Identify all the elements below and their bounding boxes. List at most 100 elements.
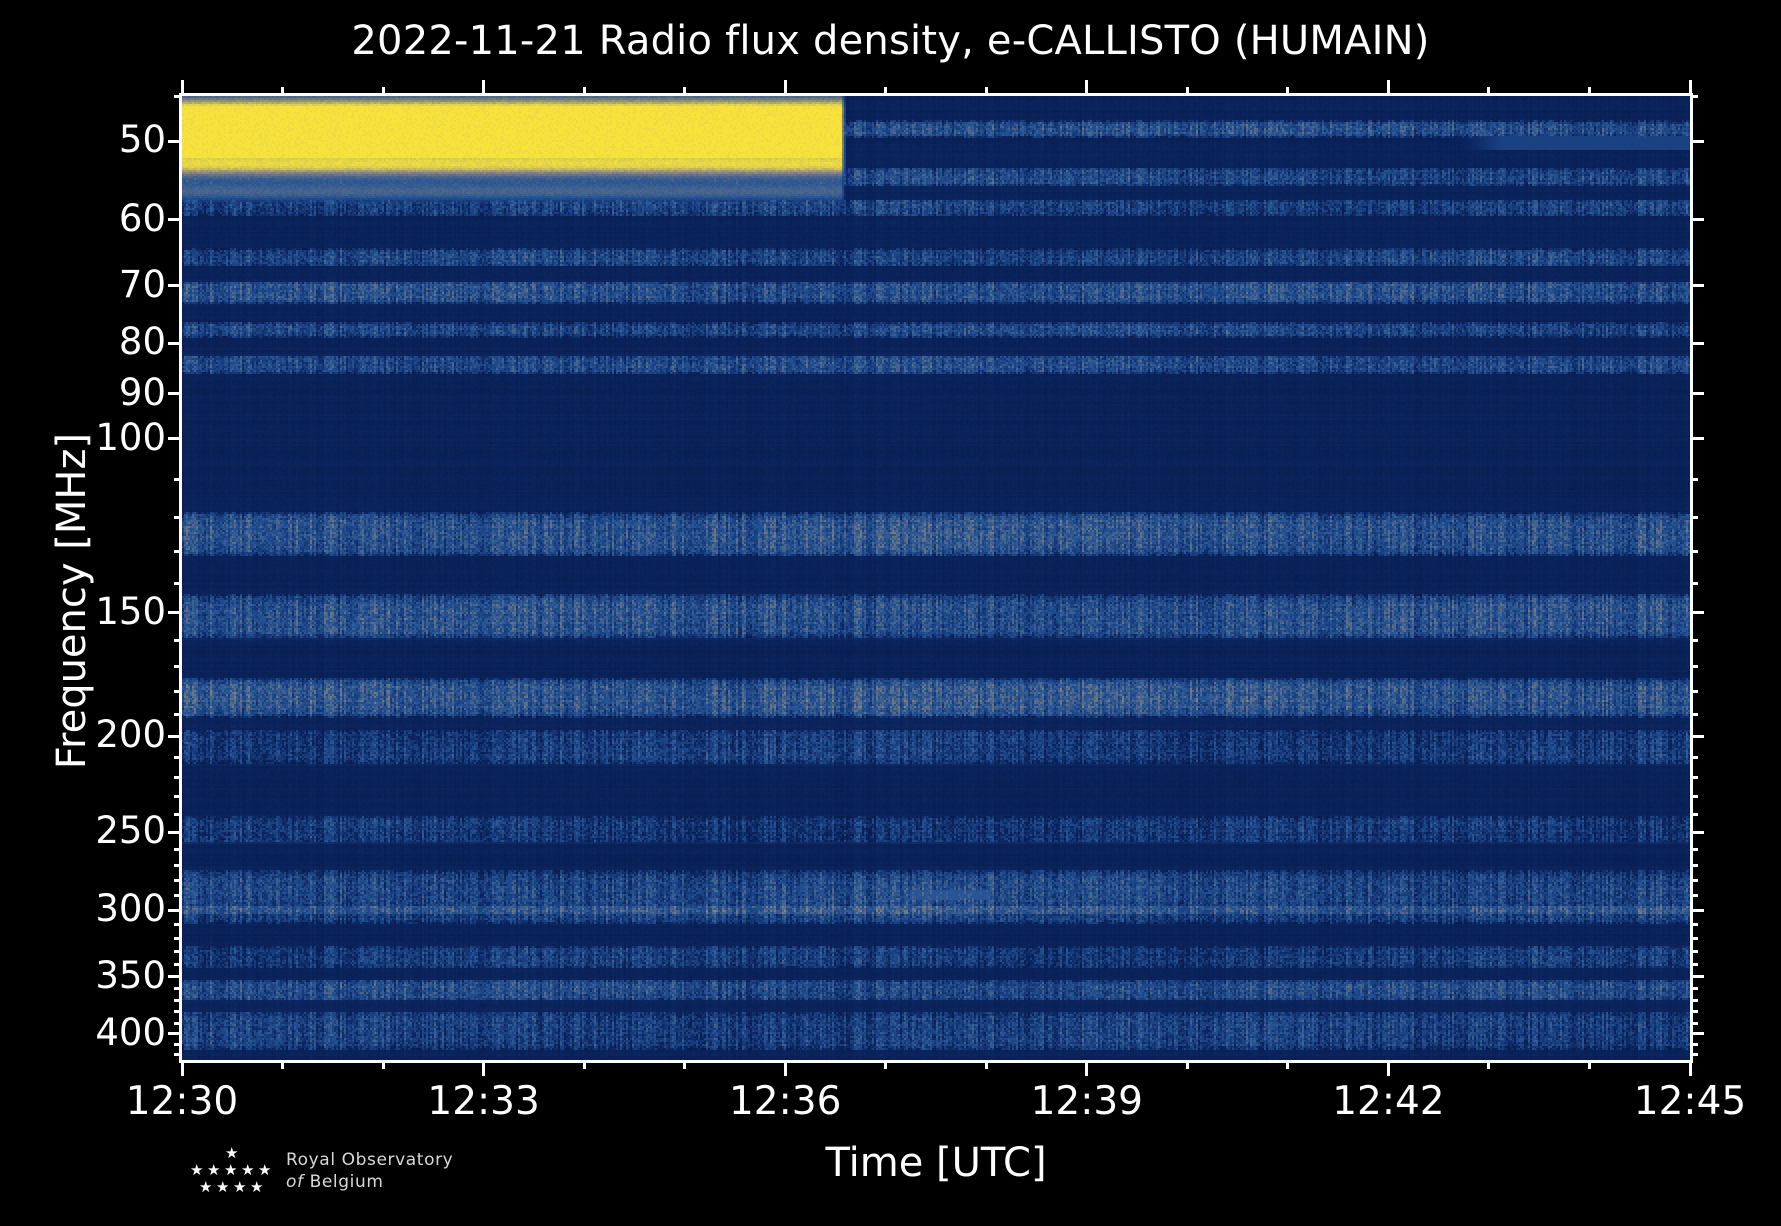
y-tick-minor xyxy=(174,689,182,693)
y-tick-minor-right xyxy=(1690,1053,1698,1057)
y-tick-minor xyxy=(174,515,182,519)
star-icon: ★ xyxy=(224,1161,238,1179)
star-icon: ★ xyxy=(233,1178,247,1196)
y-tick-minor xyxy=(174,1053,182,1057)
logo-of-word: of xyxy=(286,1172,304,1192)
logo-line-2: of Belgium xyxy=(286,1172,453,1194)
x-tick-minor-top xyxy=(683,87,687,96)
y-tick-minor xyxy=(174,794,182,798)
y-tick-minor-right xyxy=(1690,549,1698,553)
y-tick-minor-right xyxy=(1690,581,1698,585)
y-tick-major-right xyxy=(1690,437,1704,441)
y-tick-major-right xyxy=(1690,611,1704,615)
page-title: 2022-11-21 Radio flux density, e-CALLIST… xyxy=(351,18,1430,64)
stars-icon: ★ ★ ★ ★ ★ ★ ★ ★ ★ ★ xyxy=(180,1146,272,1198)
y-tick-minor xyxy=(174,894,182,898)
x-tick-major-top xyxy=(1085,80,1089,96)
y-tick-major-right xyxy=(1690,908,1704,912)
x-tick-label: 12:30 xyxy=(125,1079,239,1124)
y-tick-minor-right xyxy=(1690,1043,1698,1047)
y-tick-major xyxy=(168,218,182,221)
y-tick-major xyxy=(168,284,182,288)
y-tick-minor-right xyxy=(1690,1021,1698,1025)
x-tick-major-top xyxy=(180,80,184,96)
y-tick-major-right xyxy=(1690,975,1704,979)
x-tick-major-top xyxy=(1386,80,1390,96)
y-tick-minor-right xyxy=(1690,689,1698,693)
y-tick-minor-right xyxy=(1690,478,1698,482)
y-tick-label: 150 xyxy=(95,589,166,633)
y-tick-minor xyxy=(174,962,182,966)
star-icon: ★ xyxy=(241,1161,255,1179)
x-tick-minor xyxy=(1487,1060,1491,1069)
y-tick-minor-right xyxy=(1690,813,1698,817)
star-icon: ★ xyxy=(258,1161,272,1179)
star-icon: ★ xyxy=(225,1144,239,1162)
x-tick-minor xyxy=(683,1060,687,1069)
y-tick-major-right xyxy=(1690,341,1704,345)
y-tick-minor xyxy=(174,712,182,716)
x-tick-major xyxy=(482,1060,486,1076)
star-icon: ★ xyxy=(250,1178,264,1196)
y-tick-label: 90 xyxy=(118,370,166,414)
x-tick-label: 12:45 xyxy=(1633,1079,1747,1124)
x-tick-minor-top xyxy=(1286,87,1290,96)
logo-line-1: Royal Observatory xyxy=(286,1150,454,1171)
axis-spine-bottom xyxy=(179,1060,1693,1063)
y-tick-minor-right xyxy=(1690,712,1698,716)
y-tick-minor xyxy=(174,936,182,940)
y-tick-major xyxy=(168,975,182,979)
y-tick-major xyxy=(168,341,182,345)
x-tick-minor xyxy=(984,1060,988,1069)
x-tick-minor-top xyxy=(884,87,888,96)
x-tick-minor xyxy=(884,1060,888,1069)
y-tick-label: 100 xyxy=(95,415,166,459)
y-tick-major-right xyxy=(1690,392,1704,396)
y-tick-label: 250 xyxy=(95,809,166,853)
y-tick-major-right xyxy=(1690,1032,1704,1036)
y-tick-minor-right xyxy=(1690,923,1698,927)
x-tick-major xyxy=(1688,1060,1692,1076)
x-tick-major xyxy=(1085,1060,1089,1076)
logo-text: Royal Observatory of Belgium xyxy=(286,1150,453,1194)
logo-belgium-word: Belgium xyxy=(309,1172,384,1192)
y-tick-minor xyxy=(174,813,182,817)
axis-spine-right xyxy=(1690,96,1693,1063)
y-tick-minor-right xyxy=(1690,515,1698,519)
x-tick-label: 12:33 xyxy=(427,1079,540,1124)
y-tick-major xyxy=(168,437,182,441)
y-tick-major xyxy=(168,139,182,143)
y-axis-label: Frequency [MHz] xyxy=(49,432,95,770)
y-tick-minor xyxy=(174,879,182,883)
x-tick-minor xyxy=(582,1060,586,1069)
y-tick-minor xyxy=(174,949,182,953)
y-tick-minor xyxy=(174,863,182,867)
y-tick-minor-right xyxy=(1690,987,1698,991)
x-tick-minor xyxy=(1185,1060,1189,1069)
x-tick-minor xyxy=(1587,1060,1591,1069)
y-tick-major xyxy=(168,1032,182,1036)
y-tick-major-right xyxy=(1690,284,1704,288)
x-tick-major xyxy=(783,1060,787,1076)
y-tick-label: 70 xyxy=(118,262,166,306)
y-tick-major-right xyxy=(1690,139,1704,143)
y-tick-minor-right xyxy=(1690,962,1698,966)
y-tick-minor-right xyxy=(1690,847,1698,851)
royal-observatory-logo: ★ ★ ★ ★ ★ ★ ★ ★ ★ ★ Royal Observatory of Belgium xyxy=(180,1146,453,1198)
x-tick-minor-top xyxy=(1185,87,1189,96)
y-tick-minor xyxy=(174,847,182,851)
y-tick-major xyxy=(168,830,182,834)
y-tick-minor-right xyxy=(1690,949,1698,953)
y-tick-minor xyxy=(174,775,182,779)
y-tick-minor xyxy=(174,549,182,553)
y-tick-minor-right xyxy=(1690,794,1698,798)
x-tick-label: 12:39 xyxy=(1030,1079,1143,1124)
y-tick-label: 200 xyxy=(95,713,166,757)
y-tick-minor-right xyxy=(1690,879,1698,883)
star-icon: ★ xyxy=(190,1161,204,1179)
y-tick-major xyxy=(168,908,182,912)
star-icon: ★ xyxy=(207,1161,221,1179)
y-tick-minor xyxy=(174,478,182,482)
x-tick-minor-top xyxy=(1487,87,1491,96)
